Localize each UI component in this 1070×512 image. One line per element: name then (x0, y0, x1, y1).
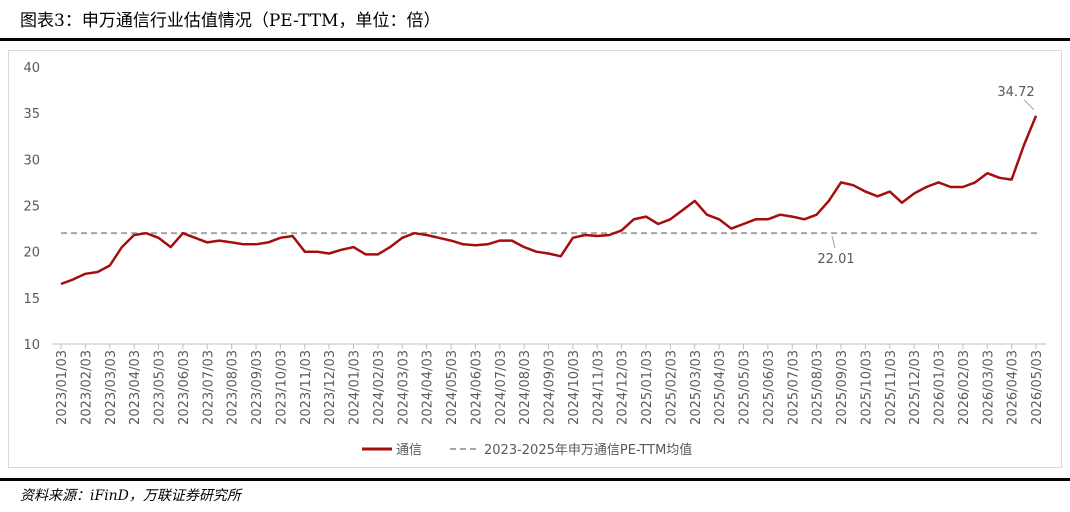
x-tick-label: 2025/10/03 (859, 350, 874, 425)
x-tick-label: 2025/04/03 (713, 350, 728, 425)
series-line (60, 115, 1038, 286)
x-tick-label: 2025/08/03 (811, 350, 826, 425)
x-tick-label: 2024/05/03 (445, 350, 460, 425)
x-tick-label: 2023/02/03 (79, 350, 94, 425)
x-tick-label: 2025/01/03 (640, 350, 655, 425)
x-tick-label: 2023/11/03 (299, 350, 314, 425)
x-tick-label: 2024/07/03 (494, 350, 509, 425)
x-tick-label: 2024/09/03 (543, 350, 558, 425)
footer-rule (0, 478, 1070, 481)
x-tick-label: 2025/03/03 (689, 350, 704, 425)
y-tick-label: 20 (23, 246, 40, 261)
x-tick-label: 2026/05/03 (1030, 350, 1045, 425)
chart-title: 图表3：申万通信行业估值情况（PE-TTM，单位：倍） (20, 11, 441, 31)
x-tick-label: 2026/03/03 (981, 350, 996, 425)
x-tick-label: 2025/02/03 (664, 350, 679, 425)
leader (831, 235, 836, 249)
legend-label: 通信 (396, 443, 422, 458)
x-tick-label: 2023/06/03 (177, 350, 192, 425)
x-tick-label: 2023/08/03 (226, 350, 241, 425)
x-tick-label: 2025/07/03 (786, 350, 801, 425)
x-tick-label: 2024/04/03 (421, 350, 436, 425)
x-tick-label: 2025/11/03 (884, 350, 899, 425)
y-tick-label: 30 (23, 153, 40, 168)
x-tick-label: 2024/03/03 (396, 350, 411, 425)
x-tick-label: 2025/05/03 (738, 350, 753, 425)
x-tick-label: 2023/12/03 (323, 350, 338, 425)
x-tick-label: 2024/06/03 (469, 350, 484, 425)
x-tick-label: 2024/01/03 (348, 350, 363, 425)
y-tick-label: 35 (23, 107, 40, 122)
chart-frame (8, 50, 1062, 468)
x-tick-label: 2026/04/03 (1006, 350, 1021, 425)
value-label: 34.72 (997, 85, 1034, 100)
x-tick-label: 2023/03/03 (104, 350, 119, 425)
x-tick-label: 2023/10/03 (274, 350, 289, 425)
source: 资料来源：iFinD，万联证券研究所 (20, 488, 243, 504)
y-tick-label: 10 (23, 338, 40, 353)
y-tick-label: 25 (23, 200, 40, 215)
reference-label: 22.01 (817, 252, 854, 267)
x-tick-label: 2023/01/03 (55, 350, 70, 425)
header-rule (0, 38, 1070, 41)
x-tick-label: 2023/09/03 (250, 350, 265, 425)
x-tick-label: 2023/04/03 (128, 350, 143, 425)
x-tick-label: 2024/08/03 (518, 350, 533, 425)
x-tick-label: 2026/02/03 (957, 350, 972, 425)
y-tick-label: 40 (23, 61, 40, 76)
x-tick-label: 2025/06/03 (762, 350, 777, 425)
x-tick-label: 2026/01/03 (933, 350, 948, 425)
x-tick-label: 2025/12/03 (908, 350, 923, 425)
y-tick-label: 15 (23, 292, 40, 307)
x-tick-label: 2024/10/03 (567, 350, 582, 425)
x-tick-label: 2024/11/03 (591, 350, 606, 425)
x-tick-label: 2025/09/03 (835, 350, 850, 425)
leader (1023, 99, 1035, 111)
x-tick-label: 2023/07/03 (201, 350, 216, 425)
x-tick-label: 2024/02/03 (372, 350, 387, 425)
legend-label: 2023-2025年申万通信PE-TTM均值 (484, 442, 692, 458)
x-tick-label: 2023/05/03 (153, 350, 168, 425)
x-tick-label: 2024/12/03 (616, 350, 631, 425)
